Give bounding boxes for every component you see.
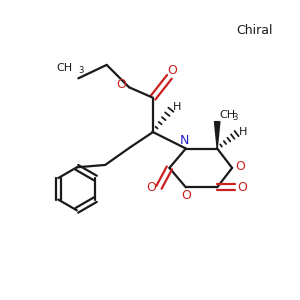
Text: CH: CH (57, 63, 73, 73)
Text: 3: 3 (233, 113, 238, 122)
Text: O: O (236, 160, 245, 173)
Text: O: O (147, 181, 156, 194)
Text: CH: CH (220, 110, 236, 120)
Text: O: O (167, 64, 177, 77)
Text: O: O (116, 78, 126, 91)
Text: H: H (238, 127, 247, 137)
Text: H: H (173, 102, 181, 112)
Polygon shape (214, 122, 220, 148)
Text: O: O (238, 181, 248, 194)
Text: 3: 3 (78, 66, 84, 75)
Text: N: N (180, 134, 189, 147)
Text: O: O (181, 189, 191, 202)
Text: Chiral: Chiral (236, 24, 272, 37)
